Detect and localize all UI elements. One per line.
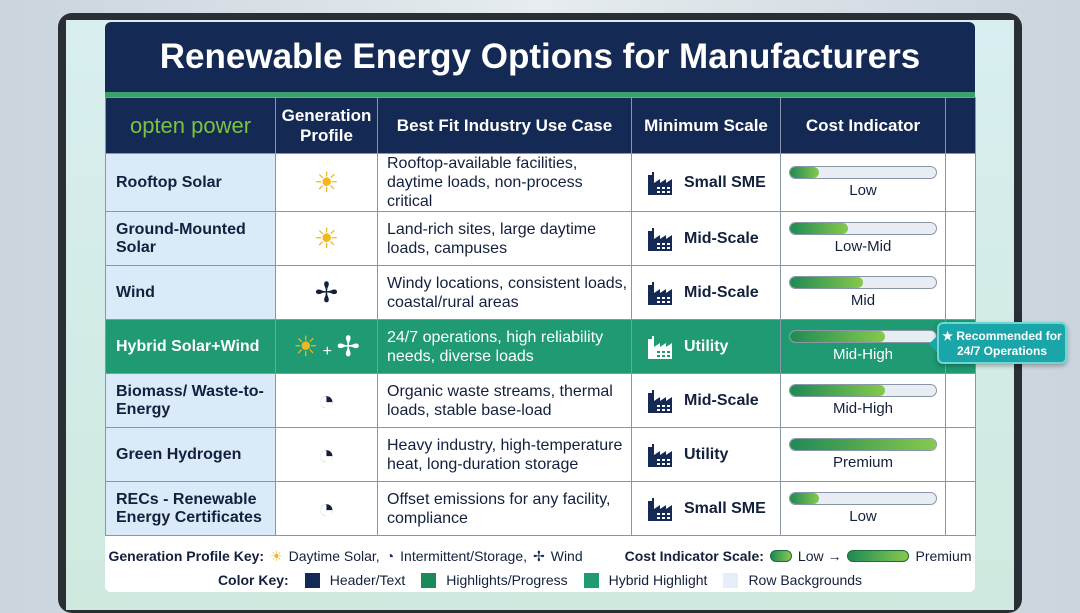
cost-label: Mid bbox=[850, 292, 876, 309]
page-title: Renewable Energy Options for Manufacture… bbox=[105, 22, 975, 92]
cost-indicator: Low bbox=[780, 153, 946, 212]
factory-icon bbox=[648, 227, 672, 251]
cost-label: Low-Mid bbox=[834, 238, 892, 255]
factory-icon bbox=[648, 335, 672, 359]
cost-indicator: Low-Mid bbox=[780, 211, 946, 266]
table-row: Green Hydrogen ◔ Heavy industry, high-te… bbox=[105, 427, 976, 482]
wind-turbine-icon: ✢ bbox=[533, 547, 545, 564]
header-cost-indicator: Cost Indicator bbox=[780, 97, 946, 154]
factory-icon bbox=[648, 443, 672, 467]
cost-label: Mid-High bbox=[832, 346, 893, 363]
minimum-scale: Utility bbox=[631, 319, 781, 374]
table-row: Rooftop Solar ☀ Rooftop-available facili… bbox=[105, 153, 976, 212]
cost-indicator: Low bbox=[780, 481, 946, 536]
table-row: Ground-Mounted Solar ☀ Land-rich sites, … bbox=[105, 211, 976, 266]
wind-turbine-icon: ✢ bbox=[336, 331, 360, 362]
storage-icon: ◔ bbox=[318, 438, 335, 470]
cost-indicator: Mid-High bbox=[780, 319, 946, 374]
recommended-badge: ★ Recommended for 24/7 Operations bbox=[929, 322, 1067, 364]
cost-bar bbox=[789, 492, 937, 505]
factory-icon bbox=[648, 389, 672, 413]
storage-icon: ◔ bbox=[318, 384, 335, 416]
header-minimum-scale: Minimum Scale bbox=[631, 97, 781, 154]
divider bbox=[105, 92, 975, 97]
minimum-scale: Small SME bbox=[631, 481, 781, 536]
legend-profile-label: Generation Profile Key: bbox=[108, 548, 265, 564]
wind-turbine-icon: ✢ bbox=[314, 277, 339, 308]
cost-label: Low bbox=[849, 182, 877, 199]
cost-label: Mid-High bbox=[832, 400, 893, 417]
sun-icon: ☀ bbox=[270, 547, 283, 564]
cost-bar bbox=[789, 166, 937, 179]
option-name: Ground-Mounted Solar bbox=[105, 211, 276, 266]
options-table: opten power Generation Profile Best Fit … bbox=[105, 97, 976, 536]
sun-icon: ☀ bbox=[293, 331, 319, 362]
cost-bar bbox=[789, 276, 937, 289]
comparison-panel: Renewable Energy Options for Manufacture… bbox=[105, 22, 976, 592]
cost-bar bbox=[789, 222, 937, 235]
generation-profile: ✢ bbox=[275, 265, 378, 320]
use-case: 24/7 operations, high reliability needs,… bbox=[377, 319, 632, 374]
option-name: Hybrid Solar+Wind bbox=[105, 319, 276, 374]
factory-icon bbox=[648, 281, 672, 305]
table-row: RECs - Renewable Energy Certificates ◔ O… bbox=[105, 481, 976, 536]
low-pill bbox=[769, 550, 792, 562]
premium-pill bbox=[847, 550, 910, 562]
sun-icon: ☀ bbox=[313, 167, 340, 198]
generation-profile: ◔ bbox=[275, 427, 378, 482]
table-row: Hybrid Solar+Wind ☀ + ✢ 24/7 operations,… bbox=[105, 319, 976, 374]
storage-icon: ◔ bbox=[385, 548, 395, 564]
cost-label: Low bbox=[849, 508, 877, 525]
cost-bar bbox=[789, 384, 937, 397]
generation-profile: ◔ bbox=[275, 373, 378, 428]
legend: Generation Profile Key: ☀ Daytime Solar, … bbox=[108, 547, 972, 589]
storage-icon: ◔ bbox=[318, 492, 335, 524]
use-case: Heavy industry, high-temperature heat, l… bbox=[377, 427, 632, 482]
cost-bar bbox=[789, 330, 937, 343]
color-swatch bbox=[304, 572, 320, 588]
generation-profile: ☀ bbox=[275, 211, 378, 266]
option-name: Wind bbox=[105, 265, 276, 320]
cost-indicator: Mid bbox=[780, 265, 946, 320]
use-case: Land-rich sites, large daytime loads, ca… bbox=[377, 211, 632, 266]
minimum-scale: Mid-Scale bbox=[631, 265, 781, 320]
cost-bar bbox=[789, 438, 937, 451]
color-swatch bbox=[583, 572, 599, 588]
generation-profile: ☀ bbox=[275, 153, 378, 212]
use-case: Organic waste streams, thermal loads, st… bbox=[377, 373, 632, 428]
use-case: Windy locations, consistent loads, coast… bbox=[377, 265, 632, 320]
cost-label: Premium bbox=[832, 454, 893, 471]
use-case: Rooftop-available facilities, daytime lo… bbox=[377, 153, 632, 212]
option-name: Biomass/ Waste-to-Energy bbox=[105, 373, 276, 428]
generation-profile: ☀ + ✢ bbox=[275, 319, 378, 374]
factory-icon bbox=[648, 171, 672, 195]
minimum-scale: Mid-Scale bbox=[631, 373, 781, 428]
minimum-scale: Mid-Scale bbox=[631, 211, 781, 266]
header-use-case: Best Fit Industry Use Case bbox=[377, 97, 632, 154]
legend-color-label: Color Key: bbox=[217, 572, 289, 588]
option-name: Green Hydrogen bbox=[105, 427, 276, 482]
minimum-scale: Small SME bbox=[631, 153, 781, 212]
color-swatch bbox=[421, 572, 437, 588]
table-row: Biomass/ Waste-to-Energy ◔ Organic waste… bbox=[105, 373, 976, 428]
header-generation-profile: Generation Profile bbox=[275, 97, 378, 154]
logo: opten power bbox=[105, 97, 276, 154]
cost-indicator: Mid-High bbox=[780, 373, 946, 428]
cost-indicator: Premium bbox=[780, 427, 946, 482]
generation-profile: ◔ bbox=[275, 481, 378, 536]
minimum-scale: Utility bbox=[631, 427, 781, 482]
legend-cost-label: Cost Indicator Scale: bbox=[624, 548, 764, 564]
option-name: Rooftop Solar bbox=[105, 153, 276, 212]
factory-icon bbox=[648, 497, 672, 521]
sun-icon: ☀ bbox=[313, 223, 340, 254]
option-name: RECs - Renewable Energy Certificates bbox=[105, 481, 276, 536]
color-swatch bbox=[723, 572, 739, 588]
table-row: Wind ✢ Windy locations, consistent loads… bbox=[105, 265, 976, 320]
use-case: Offset emissions for any facility, compl… bbox=[377, 481, 632, 536]
